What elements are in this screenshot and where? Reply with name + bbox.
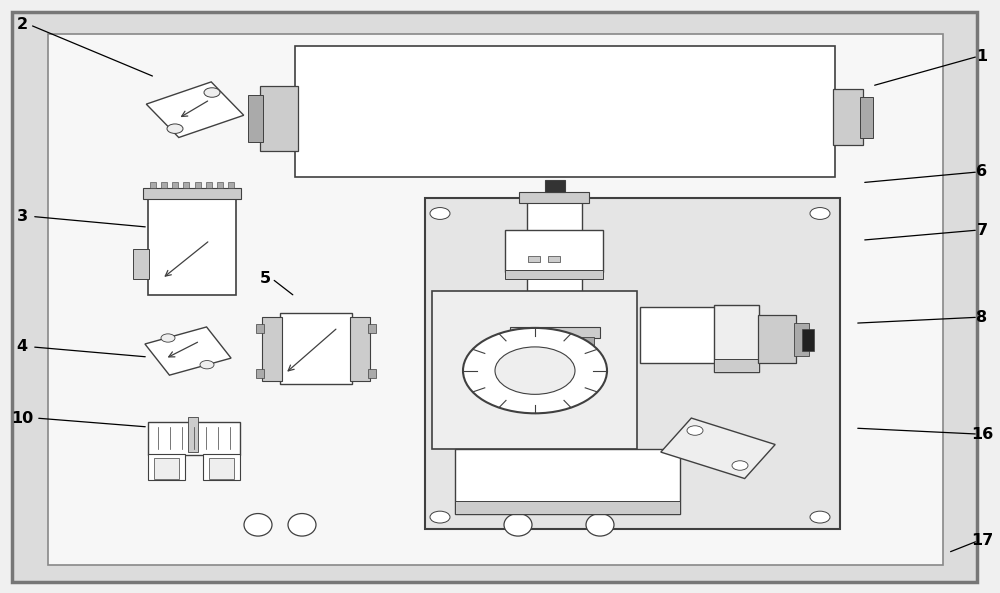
Bar [794,323,809,356]
Text: 17: 17 [971,533,993,549]
Bar [183,182,189,188]
Bar [505,230,603,272]
Bar [148,422,240,455]
Text: 2: 2 [16,17,28,33]
Bar [209,458,234,479]
Circle shape [687,426,703,435]
Circle shape [204,88,220,97]
Circle shape [810,208,830,219]
Bar [148,454,185,480]
Text: 10: 10 [11,410,33,426]
Bar [548,256,560,262]
Bar [172,182,178,188]
Circle shape [430,511,450,523]
Circle shape [161,334,175,342]
Bar [368,324,376,333]
Bar [510,327,600,338]
Bar [519,192,589,203]
Bar [528,256,540,262]
Bar [455,449,680,514]
Text: 5: 5 [259,271,271,286]
Bar [802,329,814,351]
Bar [217,182,223,188]
Bar [195,182,201,188]
Text: 16: 16 [971,426,993,442]
Bar [203,454,240,480]
Bar [154,458,179,479]
Text: 7: 7 [976,222,988,238]
Text: 4: 4 [16,339,28,355]
Bar [505,270,603,279]
Bar [582,337,594,348]
Bar [150,182,156,188]
Polygon shape [145,327,231,375]
Text: 6: 6 [976,164,988,180]
Bar [425,198,840,529]
Bar [640,307,715,363]
Bar [833,89,863,145]
Polygon shape [146,82,244,138]
Circle shape [430,208,450,219]
Bar [228,182,234,188]
Bar [256,369,264,378]
Circle shape [810,511,830,523]
Bar [260,86,298,151]
Bar [161,182,167,188]
Bar [714,359,759,372]
Bar [280,313,352,384]
Bar [545,180,565,192]
Bar [516,337,528,348]
Ellipse shape [504,514,532,536]
Text: 3: 3 [16,209,28,224]
Bar [206,182,212,188]
Polygon shape [661,418,775,479]
Bar [455,501,680,514]
Bar [295,46,835,177]
Bar [527,202,582,338]
Bar [758,315,796,363]
Bar [143,188,241,199]
Ellipse shape [288,514,316,536]
Bar [133,249,149,279]
Bar [714,305,759,372]
Circle shape [495,347,575,394]
Bar [256,324,264,333]
Bar [860,97,873,138]
Text: 8: 8 [976,310,988,325]
Bar [262,317,282,381]
Bar [148,199,236,295]
Bar [188,417,198,452]
Bar [48,34,943,565]
Circle shape [200,361,214,369]
Circle shape [463,328,607,413]
Circle shape [732,461,748,470]
Ellipse shape [586,514,614,536]
Bar [432,291,637,449]
Ellipse shape [244,514,272,536]
Bar [350,317,370,381]
Circle shape [167,124,183,133]
Bar [368,369,376,378]
Bar [248,95,263,142]
Text: 1: 1 [976,49,988,64]
